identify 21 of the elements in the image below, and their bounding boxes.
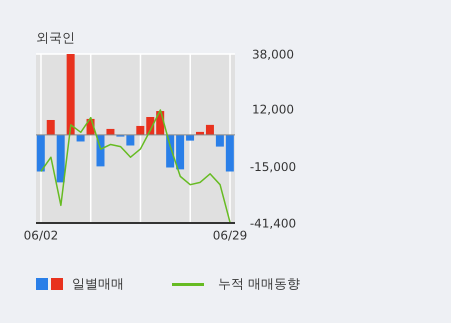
bar	[106, 128, 114, 135]
legend-label: 일별매매	[71, 276, 124, 293]
y-tick-label: 12,000	[252, 102, 294, 117]
bar	[46, 120, 55, 135]
bar	[126, 134, 134, 146]
line-series	[40, 109, 231, 223]
bar	[226, 134, 234, 172]
bar	[76, 134, 85, 142]
bar	[206, 124, 214, 135]
y-tick-label: -41,400	[250, 216, 296, 230]
bar	[36, 134, 45, 172]
chart-title: 외국인	[36, 30, 75, 47]
x-tick-label: 06/02	[24, 228, 58, 243]
y-tick-label: -15,000	[250, 160, 296, 174]
legend-label: 누적 매매동향	[217, 276, 300, 293]
bar	[56, 134, 65, 182]
y-tick-label: 38,000	[252, 47, 294, 62]
bar	[216, 134, 224, 147]
bar	[66, 54, 75, 135]
x-tick-label: 06/29	[212, 228, 248, 243]
bar	[176, 134, 184, 170]
